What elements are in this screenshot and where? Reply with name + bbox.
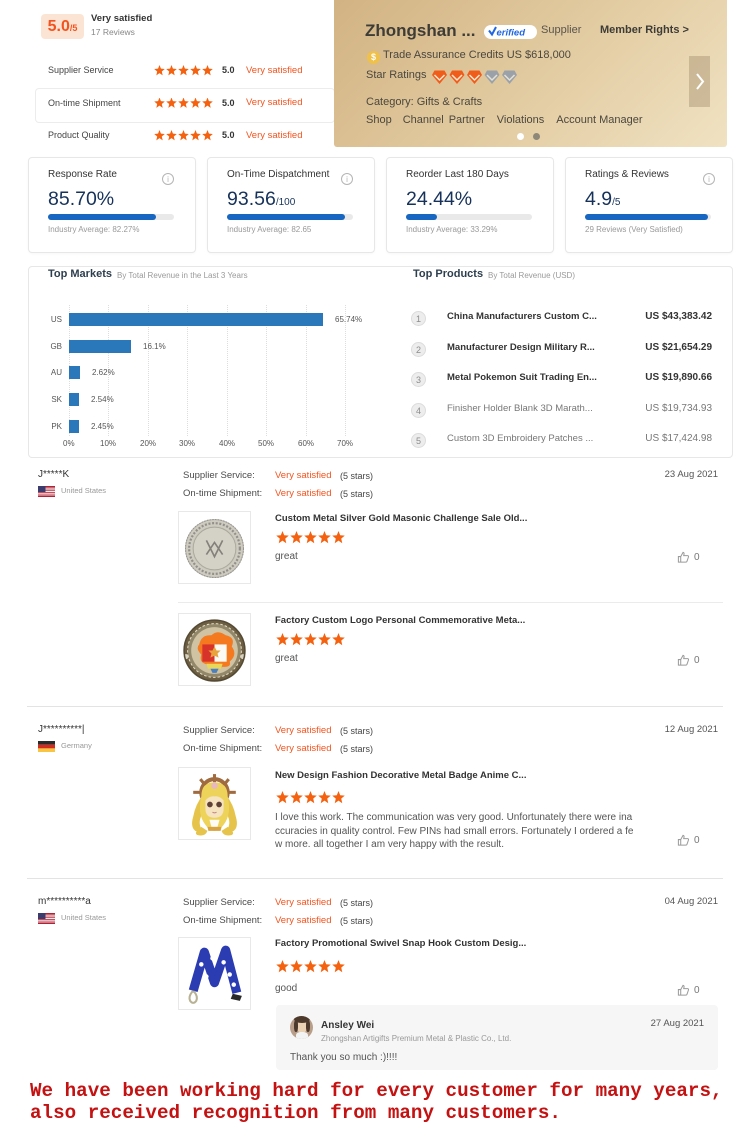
svg-text:erified: erified [497, 28, 526, 39]
